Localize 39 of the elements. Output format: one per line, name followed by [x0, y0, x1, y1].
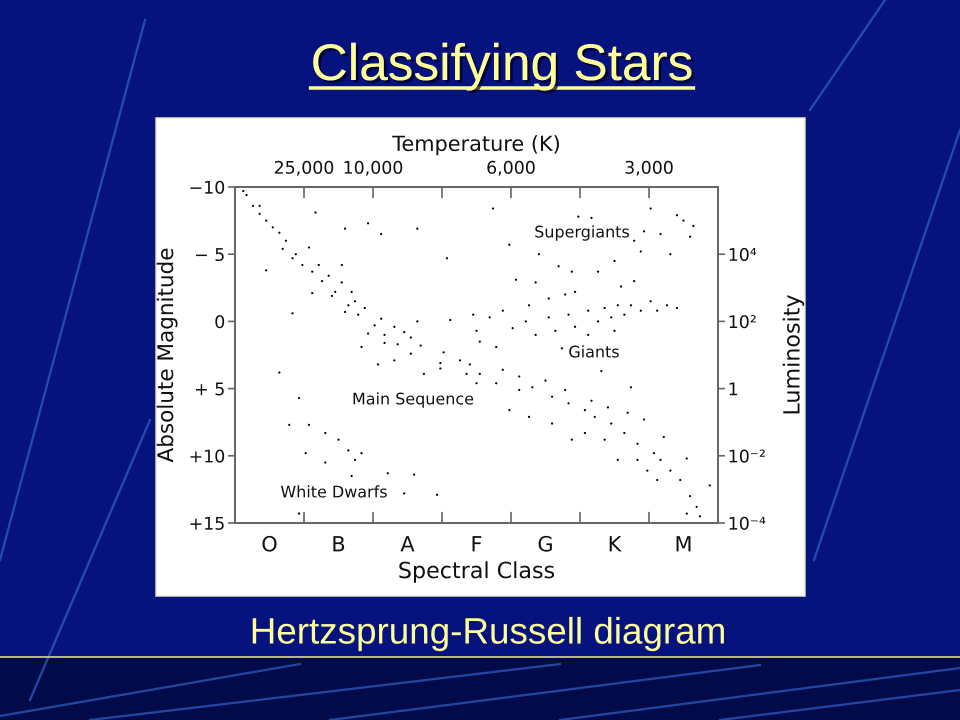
annotation: Supergiants — [535, 225, 630, 241]
y2-tick-label: 10⁻⁴ — [730, 516, 766, 530]
annotation: Main Sequence — [354, 392, 474, 408]
point — [642, 418, 646, 421]
text: 3,000 — [625, 160, 673, 176]
x-tick-label: G — [538, 536, 552, 552]
y2-axis-title: Luminosity — [782, 295, 804, 414]
x-tick-label: B — [333, 536, 344, 552]
x-axis-title: Spectral Class — [399, 561, 554, 583]
y2-tick-label: 10⁻² — [730, 450, 765, 463]
chart-title: Classifying Stars — [313, 42, 694, 94]
text: 10,000 — [344, 160, 402, 176]
annotation: Giants — [569, 345, 619, 358]
y2-tick-label: 1 — [730, 382, 738, 396]
x-tick-label: M — [676, 536, 690, 552]
y-tick-label: +15 — [190, 516, 224, 530]
x-tick-label: O — [262, 536, 277, 552]
x-tick-label: F — [472, 536, 482, 552]
point — [298, 512, 300, 515]
y-tick-label: 0 — [215, 315, 224, 328]
x2-axis-title: Temperature (K) — [392, 135, 559, 156]
x-tick-label: A — [400, 536, 414, 552]
y-axis-title: Absolute Magnitude — [156, 248, 178, 462]
y2-tick-label: 10² — [730, 315, 756, 328]
point — [676, 306, 678, 310]
y-tick-label: −10 — [190, 180, 224, 194]
y-tick-label: +10 — [190, 450, 224, 463]
text: Hertzsprung-Russell diagram — [252, 616, 724, 652]
annotation: White Dwarfs — [280, 485, 387, 498]
y2-tick-label: 10⁴ — [730, 248, 756, 262]
text: 25,000 — [274, 160, 334, 176]
point — [550, 422, 554, 425]
point — [308, 424, 310, 426]
point — [584, 432, 586, 434]
y-tick-label: + 5 — [196, 382, 224, 396]
x-tick-label: K — [610, 536, 622, 552]
point — [596, 320, 600, 323]
text: 6,000 — [487, 160, 535, 176]
y-tick-label: − 5 — [196, 248, 224, 262]
